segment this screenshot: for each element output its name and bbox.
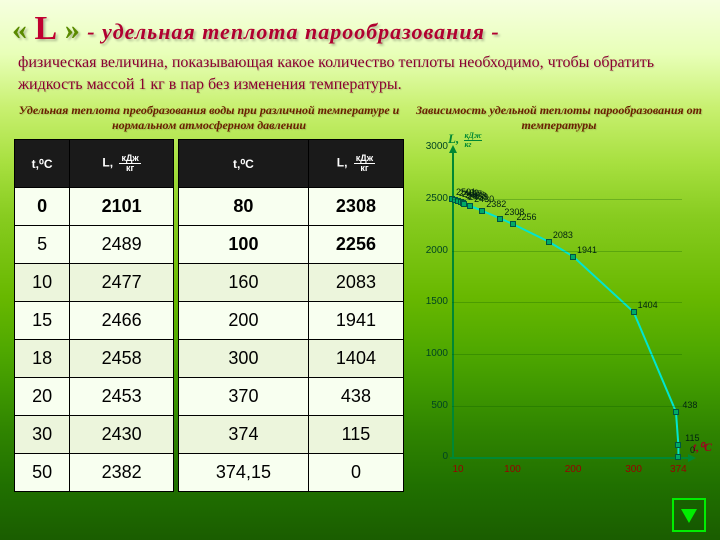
data-point <box>570 254 576 260</box>
quote-open: « <box>12 13 28 46</box>
table-row: 374,150 <box>179 454 404 492</box>
page-title: « L » - удельная теплота парообразования… <box>0 0 720 50</box>
y-tick: 1000 <box>420 348 448 359</box>
data-point <box>510 221 516 227</box>
gridline <box>452 302 682 303</box>
y-tick: 3000 <box>420 141 448 152</box>
data-point <box>675 454 681 460</box>
y-tick: 0 <box>420 451 448 462</box>
y-tick: 500 <box>420 400 448 411</box>
title-rest: - удельная теплота парообразования - <box>87 19 500 44</box>
x-tick: 300 <box>625 464 642 475</box>
table-row: 3001404 <box>179 340 404 378</box>
y-tick: 1500 <box>420 296 448 307</box>
table-row: 370438 <box>179 378 404 416</box>
table-1: t,⁰C L, кДжкг 02101524891024771524661824… <box>14 139 174 492</box>
data-point <box>673 409 679 415</box>
table-row: 1002256 <box>179 226 404 264</box>
table-row: 1602083 <box>179 264 404 302</box>
data-label: 2382 <box>486 199 506 209</box>
x-tick: 374 <box>670 464 687 475</box>
gridline <box>452 354 682 355</box>
col-L: L, кДжкг <box>70 140 174 188</box>
y-tick: 2500 <box>420 193 448 204</box>
data-label: 115 <box>685 433 699 443</box>
table-row: 802308 <box>179 188 404 226</box>
chart-caption: Зависимость удельной теплоты парообразов… <box>414 103 704 133</box>
col-t: t,⁰C <box>15 140 70 188</box>
x-axis <box>450 457 694 459</box>
data-tables: t,⁰C L, кДжкг 02101524891024771524661824… <box>14 139 404 492</box>
table-row: 202453 <box>15 378 174 416</box>
quote-close: » <box>65 13 81 46</box>
table-row: 374115 <box>179 416 404 454</box>
table-row: 182458 <box>15 340 174 378</box>
table-row: 102477 <box>15 264 174 302</box>
table-row: 02101 <box>15 188 174 226</box>
triangle-down-icon <box>679 505 699 525</box>
x-tick: 200 <box>565 464 582 475</box>
gridline <box>452 406 682 407</box>
y-tick: 2000 <box>420 245 448 256</box>
subtitle: физическая величина, показывающая какое … <box>0 50 720 103</box>
table-row: 2001941 <box>179 302 404 340</box>
gridline <box>452 199 682 200</box>
table-row: 502382 <box>15 454 174 492</box>
data-point <box>479 208 485 214</box>
data-point <box>675 442 681 448</box>
data-point <box>631 309 637 315</box>
table-row: 302430 <box>15 416 174 454</box>
gridline <box>452 251 682 252</box>
table-row: 152466 <box>15 302 174 340</box>
col-L: L, кДжкг <box>308 140 403 188</box>
data-label: 2256 <box>517 212 537 222</box>
data-point <box>497 216 503 222</box>
data-point <box>467 203 473 209</box>
chart: L, кДжкг t,⁰C 25012489247724662458245324… <box>420 135 700 475</box>
next-button[interactable] <box>672 498 706 532</box>
x-tick: 100 <box>504 464 521 475</box>
x-tick: 10 <box>452 464 463 475</box>
data-label: 438 <box>682 400 697 410</box>
data-label: 0 <box>690 445 695 455</box>
col-t: t,⁰C <box>179 140 309 188</box>
table-2: t,⁰C L, кДжкг 80230810022561602083200194… <box>178 139 404 492</box>
data-point <box>546 239 552 245</box>
table-caption: Удельная теплота преобразования воды при… <box>14 103 404 133</box>
table-row: 52489 <box>15 226 174 264</box>
data-label: 2083 <box>553 230 573 240</box>
title-letter: L <box>35 10 59 47</box>
